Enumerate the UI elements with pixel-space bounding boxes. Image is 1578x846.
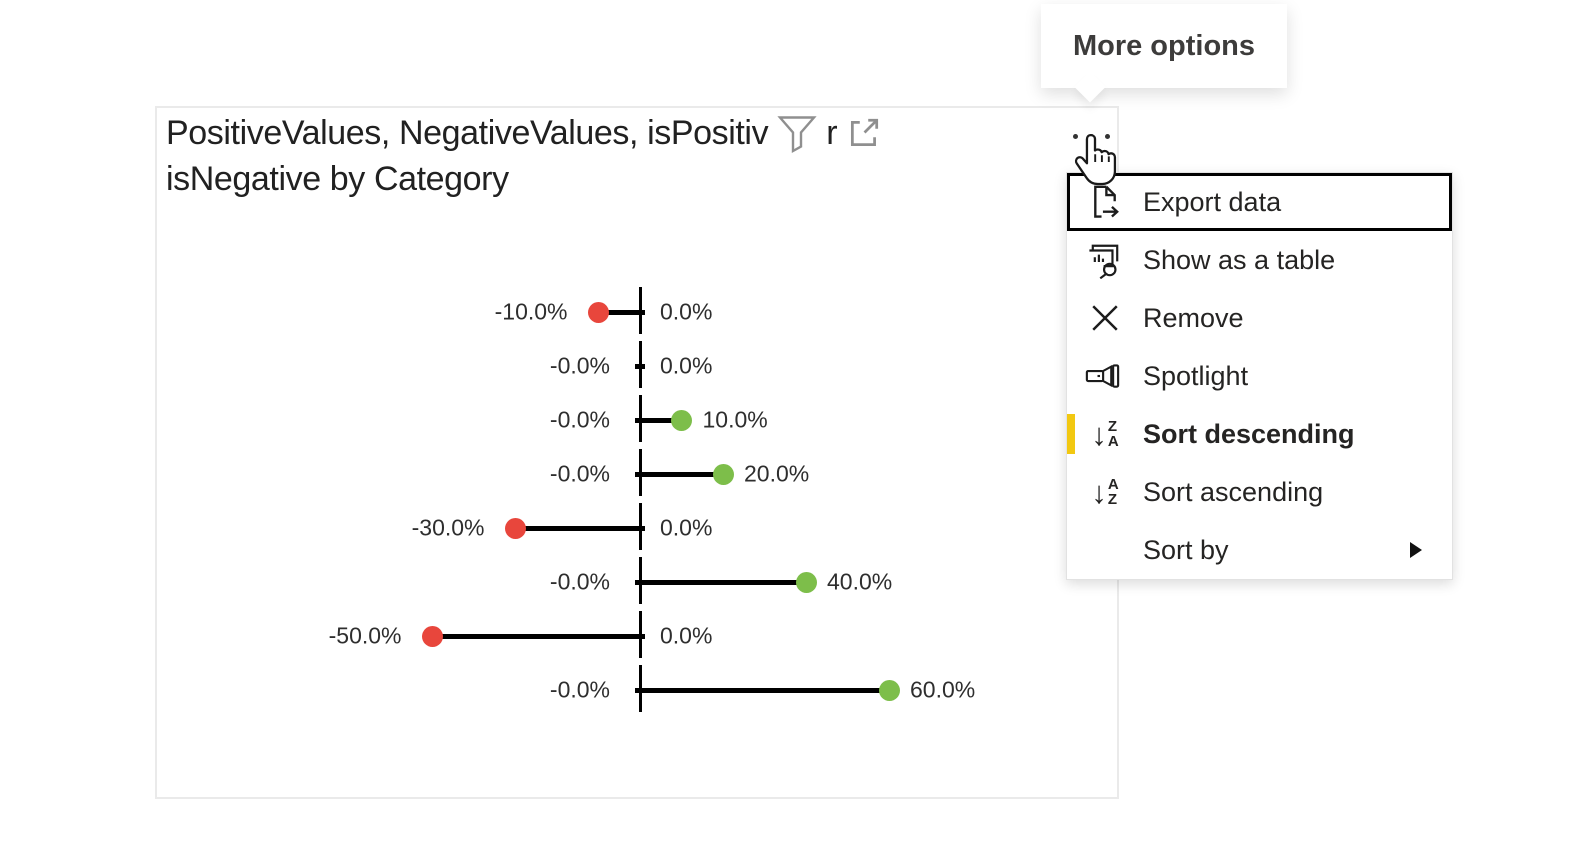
visual-title-line1: PositiveValues, NegativeValues, isPositi… [166, 110, 882, 156]
negative-data-label: -0.0% [549, 460, 610, 487]
positive-dot[interactable] [671, 409, 692, 431]
stem-line [515, 526, 645, 531]
menu-item-label: Sort descending [1143, 418, 1355, 449]
menu-item-label: Show as a table [1143, 244, 1336, 275]
negative-data-label: -0.0% [549, 568, 610, 595]
hand-cursor-icon [1072, 131, 1118, 196]
visual-title: PositiveValues, NegativeValues, isPositi… [166, 110, 882, 202]
positive-data-label: 40.0% [827, 568, 893, 595]
more-options-tooltip: More options [1041, 4, 1287, 88]
positive-data-label: 0.0% [660, 298, 713, 325]
positive-data-label: 10.0% [702, 406, 768, 433]
positive-dot[interactable] [712, 463, 734, 485]
negative-dot[interactable] [422, 625, 443, 647]
menu-item-label: Spotlight [1143, 360, 1249, 391]
zero-axis-line [638, 287, 642, 715]
negative-data-label: -0.0% [549, 676, 610, 703]
negative-data-label: -0.0% [549, 406, 610, 433]
title-text-line2: isNegative by Category [166, 160, 509, 198]
stem-line [635, 688, 889, 693]
selected-sort-indicator [1067, 414, 1075, 454]
stem-line [432, 634, 645, 639]
negative-dot[interactable] [588, 301, 609, 323]
empty-icon-placeholder [1085, 530, 1125, 570]
lollipop-chart: -10.0% 0.0% -0.0% 0.0% -0.0% 10.0% -0.0% 20.0% -… [157, 108, 1117, 797]
visual-card: PositiveValues, NegativeValues, isPositi… [155, 106, 1119, 799]
show-as-table-icon [1085, 240, 1125, 280]
positive-dot[interactable] [795, 571, 817, 593]
stem-line [635, 364, 645, 369]
menu-item-spotlight[interactable]: Spotlight [1067, 347, 1452, 405]
spotlight-icon [1085, 356, 1125, 396]
menu-item-sort-by[interactable]: Sort by [1067, 521, 1452, 579]
stem-line [635, 418, 682, 423]
positive-dot[interactable] [878, 679, 900, 701]
menu-item-label: Sort by [1143, 534, 1229, 565]
menu-item-show-as-table[interactable]: Show as a table [1067, 231, 1452, 289]
positive-data-label: 0.0% [660, 352, 713, 379]
positive-data-label: 0.0% [660, 622, 713, 649]
ellipsis-dot [1073, 134, 1078, 139]
positive-data-label: 60.0% [910, 676, 976, 703]
stem-line [635, 580, 806, 585]
remove-icon [1085, 298, 1125, 338]
menu-item-label: Remove [1143, 302, 1244, 333]
title-overflow-char: r [826, 114, 838, 152]
export-data-icon [1085, 182, 1125, 222]
ellipsis-dot [1105, 134, 1110, 139]
negative-data-label: -0.0% [549, 352, 610, 379]
menu-item-export-data[interactable]: Export data [1067, 173, 1452, 231]
menu-item-label: Export data [1143, 186, 1282, 217]
menu-item-remove[interactable]: Remove [1067, 289, 1452, 347]
tooltip-text: More options [1072, 29, 1256, 62]
positive-data-label: 0.0% [660, 514, 713, 541]
stem-line [598, 310, 645, 315]
stem-line [635, 472, 723, 477]
focus-mode-icon[interactable] [846, 115, 882, 151]
visual-context-menu: Export data Show as a table Remove [1066, 172, 1453, 580]
title-text-line1: PositiveValues, NegativeValues, isPositi… [166, 114, 769, 152]
submenu-arrow-icon [1410, 542, 1422, 558]
negative-data-label: -10.0% [494, 298, 568, 325]
filter-icon[interactable] [777, 113, 817, 154]
negative-data-label: -30.0% [411, 514, 485, 541]
positive-data-label: 20.0% [744, 460, 810, 487]
negative-data-label: -50.0% [328, 622, 402, 649]
negative-dot[interactable] [505, 517, 526, 539]
menu-item-label: Sort ascending [1143, 476, 1324, 507]
